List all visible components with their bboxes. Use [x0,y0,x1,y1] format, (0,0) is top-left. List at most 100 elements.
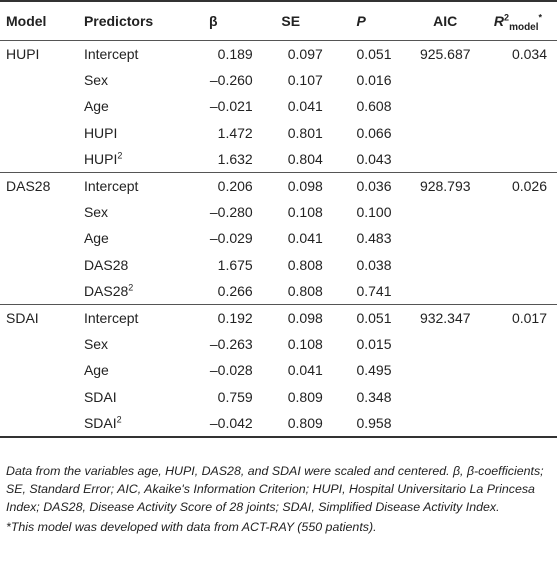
cell-predictor: SDAI2 [79,409,174,438]
predictor-label: Intercept [83,178,139,195]
notes-main: Data from the variables age, HUPI, DAS28… [6,464,544,514]
cell-se: 0.108 [287,204,323,221]
table-row: SDAI Intercept 0.192 0.098 0.051 932.347 0.017 [0,303,557,332]
cell-model [0,331,80,357]
cell-predictor: HUPI2 [80,146,174,173]
predictor-label: SDAI [83,388,117,405]
cell-p: 0.608 [356,98,392,115]
table-row: HUPI 1.472 0.801 0.066 [0,120,557,146]
cell-beta: –0.042 [173,409,259,438]
cell-predictor: Intercept [79,171,174,200]
cell-beta: 1.472 [217,124,253,141]
cell-se: 0.808 [287,282,323,299]
table-body: HUPI Intercept 0.189 0.097 0.051 925.687 0.034… [0,40,557,438]
cell-p: 0.051 [330,303,402,332]
cell-model [0,146,80,173]
header-r2: R2model* [493,12,543,33]
cell-r2 [489,252,557,278]
cell-se: 0.041 [287,362,323,379]
table-row: Sex –0.280 0.108 0.100 [0,199,557,225]
predictor-label: HUPI [83,124,118,141]
table-row: HUPI Intercept 0.189 0.097 0.051 925.687 0.034 [0,40,557,68]
cell-beta: –0.260 [209,72,253,89]
notes-footnote: *This model was developed with data from… [6,520,377,534]
cell-p: 0.016 [356,72,392,89]
predictor-exponent: 2 [116,414,122,425]
cell-model [0,357,80,383]
cell-predictor: SDAI [80,383,174,409]
predictor-label: HUPI [83,150,118,167]
cell-predictor: Age [80,93,174,119]
cell-p: 0.036 [330,171,402,200]
cell-r2 [489,357,557,383]
cell-predictor: HUPI [80,120,174,146]
table-row: HUPI2 1.632 0.804 0.043 [0,146,557,173]
cell-model [0,409,80,438]
cell-r2 [489,120,557,146]
cell-aic [401,409,489,438]
cell-predictor: DAS282 [80,278,174,305]
cell-r2 [489,199,557,225]
cell-se: 0.801 [287,124,323,141]
header-model: Model [6,13,47,29]
cell-se: 0.107 [287,72,323,89]
predictor-label: Age [83,98,109,115]
cell-r2: 0.034 [488,40,557,68]
cell-se: 0.041 [287,230,323,247]
predictor-label: DAS28 [83,256,129,273]
cell-se: 0.097 [258,40,331,68]
cell-beta: 1.675 [217,256,253,273]
cell-predictor: Sex [80,67,174,93]
regression-table: Model Predictors β SE P AIC R2model* HUP… [0,1,557,438]
cell-p: 0.015 [356,336,392,353]
header-row: Model Predictors β SE P AIC R2model* [0,1,557,41]
cell-beta: –0.028 [209,362,253,379]
header-p: P [356,13,366,29]
cell-predictor: Intercept [79,40,174,68]
cell-predictor: Age [80,225,174,251]
cell-r2 [489,278,557,305]
predictor-label: SDAI [83,414,117,431]
predictor-label: Sex [83,204,109,221]
table-row: Age –0.021 0.041 0.608 [0,93,557,119]
table-notes: Data from the variables age, HUPI, DAS28… [6,462,551,536]
cell-beta: –0.263 [209,336,253,353]
cell-model: SDAI [0,303,80,332]
cell-se: 0.108 [287,336,323,353]
cell-r2 [489,146,557,173]
cell-aic [402,93,489,119]
cell-se: 0.098 [258,171,331,200]
cell-model [0,225,80,251]
predictor-label: Age [83,230,109,247]
cell-aic: 932.347 [401,303,489,332]
cell-model [0,67,80,93]
cell-model [0,278,80,305]
table-row: Sex –0.260 0.107 0.016 [0,67,557,93]
cell-predictor: Sex [80,331,174,357]
predictor-label: DAS28 [83,282,129,299]
cell-aic [402,331,489,357]
cell-beta: 0.266 [217,282,253,299]
cell-aic [402,278,489,305]
cell-aic [402,120,489,146]
header-beta: β [208,13,218,29]
cell-model [0,252,80,278]
cell-model [0,199,80,225]
cell-r2 [488,409,557,438]
table-row: DAS28 1.675 0.808 0.038 [0,252,557,278]
cell-p: 0.483 [356,230,392,247]
header-predictors: Predictors [83,13,154,29]
table-row: Age –0.029 0.041 0.483 [0,225,557,251]
cell-predictor: Sex [80,199,174,225]
header-se: SE [281,13,301,29]
cell-se: 0.809 [258,409,331,438]
cell-beta: 0.759 [217,388,253,405]
predictor-label: Sex [83,336,109,353]
table-row: SDAI 0.759 0.809 0.348 [0,383,557,409]
cell-p: 0.066 [356,124,392,141]
cell-se: 0.041 [287,98,323,115]
cell-aic: 928.793 [401,171,489,200]
cell-aic [402,67,489,93]
cell-p: 0.495 [356,362,392,379]
